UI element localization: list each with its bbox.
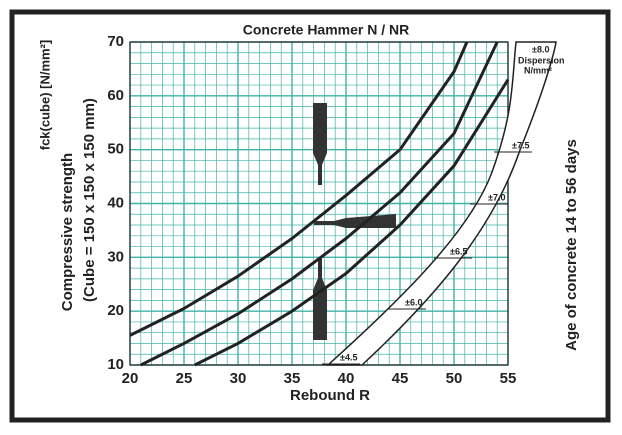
dispersion-band [326,41,557,366]
hammer-icons [313,103,396,340]
dispersion-label: ±7.0 [488,192,505,202]
x-tick-label: 40 [338,370,355,387]
dispersion-unit: N/mm² [524,65,552,75]
curve [194,78,510,367]
y-tick-label: 20 [107,302,124,319]
dispersion-label: ±7.5 [512,140,529,150]
chart-title: Concrete Hammer N / NR [243,22,410,38]
dispersion-title: Dispersion [518,55,565,65]
x-tick-label: 25 [176,370,193,387]
y-tick-label: 40 [107,194,124,211]
right-label: Age of concrete 14 to 56 days [563,139,580,351]
y-tick-label: 60 [107,87,124,104]
x-tick-label: 30 [230,370,247,387]
y-axis-note: (Cube = 150 x 150 x 150 mm) [81,98,98,302]
dispersion-label: ±6.0 [405,297,422,307]
y-tick-label: 70 [107,33,124,50]
y-tick-label: 30 [107,248,124,265]
y-tick-label: 10 [107,356,124,373]
y-axis-label: Compressive strength [59,153,76,311]
curve [140,41,499,367]
dispersion-label: ±8.0 [532,44,549,54]
y-tick-label: 50 [107,141,124,158]
plot [129,41,510,367]
x-tick-label: 35 [284,370,301,387]
y-axis-unit: fck(cube) [N/mm²] [37,40,52,151]
curve [129,41,469,337]
x-tick-label: 55 [500,370,517,387]
x-tick-label: 45 [392,370,409,387]
x-tick-label: 20 [122,370,139,387]
x-axis-label: Rebound R [290,387,370,404]
x-tick-label: 50 [446,370,463,387]
dispersion-label: ±6.5 [450,246,467,256]
dispersion-label: ±4.5 [340,352,357,362]
